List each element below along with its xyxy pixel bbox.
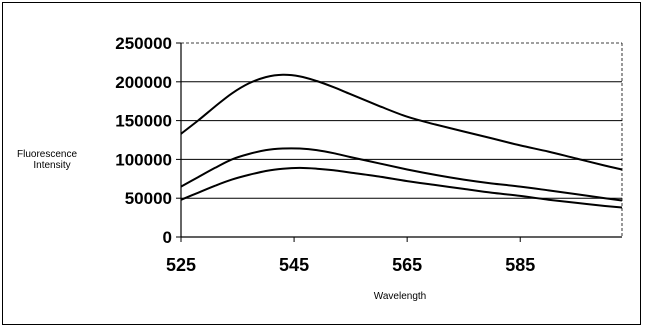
- series-lines: [180, 73, 623, 209]
- x-tick-label-0: 525: [166, 255, 196, 275]
- y-tick-label-1: 50000: [125, 189, 172, 208]
- y-tick-label-5: 250000: [115, 34, 172, 53]
- y-tick-label-4: 200000: [115, 73, 172, 92]
- x-tick-label-2: 565: [392, 255, 422, 275]
- x-tick-label-3: 585: [505, 255, 535, 275]
- series-line-3: [180, 166, 623, 209]
- x-tick-labels: 525 545 565 585: [166, 255, 535, 275]
- y-axis-title-line-2: Intensity: [33, 160, 70, 171]
- grid-lines: [181, 42, 622, 199]
- y-tick-label-0: 0: [163, 228, 172, 247]
- y-tick-label-2: 100000: [115, 150, 172, 169]
- series-line-2: [180, 147, 623, 202]
- y-tick-label-3: 150000: [115, 112, 172, 131]
- chart-frame: [2, 2, 641, 325]
- x-axis-title: Wavelength: [374, 291, 426, 302]
- y-tick-labels: 0 50000 100000 150000 200000 250000: [115, 34, 172, 247]
- axes: [176, 42, 623, 242]
- x-tick-label-1: 545: [279, 255, 309, 275]
- series-line-1: [180, 73, 623, 171]
- y-axis-title-line-1: Fluorescence: [17, 149, 77, 160]
